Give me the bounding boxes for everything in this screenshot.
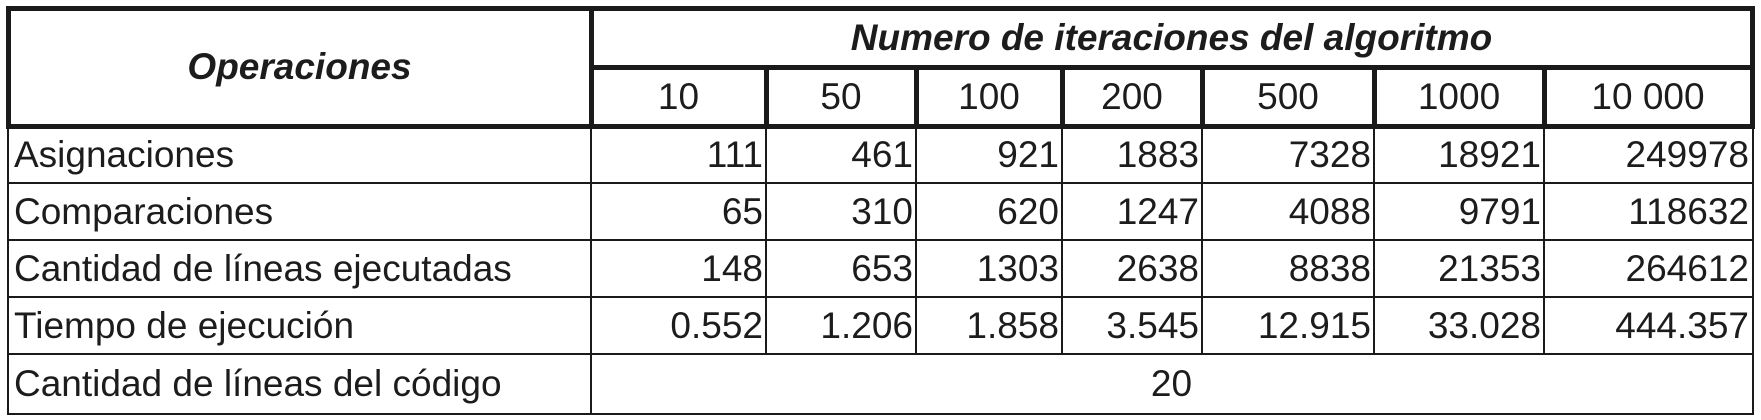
table-left-border — [7, 126, 9, 415]
header-top-border — [6, 6, 1755, 11]
header-mid-border — [589, 65, 1755, 70]
table-cell: 1.206 — [820, 304, 913, 346]
table-cell: 12.915 — [1257, 304, 1371, 346]
body-col-divider — [1201, 126, 1203, 354]
table-cell: 4088 — [1288, 190, 1371, 232]
body-col-divider — [1061, 126, 1063, 354]
table-cell: 461 — [851, 133, 913, 175]
row-border — [7, 353, 1754, 355]
row-border — [7, 296, 1754, 298]
table-right-border — [1752, 126, 1754, 415]
row-label-lineas-ejecutadas: Cantidad de líneas ejecutadas — [14, 247, 512, 289]
table-cell: 21353 — [1438, 247, 1541, 289]
table-cell: 264612 — [1625, 247, 1749, 289]
table-cell: 0.552 — [670, 304, 763, 346]
row-label-comparaciones: Comparaciones — [14, 190, 274, 232]
table-cell: 8838 — [1288, 247, 1371, 289]
header-col-divider — [914, 65, 919, 129]
iteration-col-1000: 1000 — [1417, 75, 1501, 117]
table-bottom-border — [7, 413, 1754, 415]
header-iterations-group: Numero de iteraciones del algoritmo — [850, 16, 1493, 58]
table-cell: 118632 — [1628, 190, 1749, 232]
table-cell: 620 — [997, 190, 1059, 232]
row-label-asignaciones: Asignaciones — [14, 133, 235, 175]
table-cell: 148 — [701, 247, 763, 289]
header-col-divider — [1542, 65, 1547, 129]
table-cell: 1247 — [1116, 190, 1199, 232]
header-col-divider — [1060, 65, 1065, 129]
header-right-border — [1750, 6, 1755, 129]
row-label-lineas-codigo: Cantidad de líneas del código — [14, 363, 502, 404]
table-cell: 653 — [851, 247, 913, 289]
iteration-col-10: 10 — [657, 75, 700, 117]
table-cell: 249978 — [1625, 133, 1749, 175]
iteration-col-200: 200 — [1101, 75, 1163, 117]
body-col-divider — [765, 126, 767, 354]
header-col-divider — [1200, 65, 1205, 129]
table-cell: 444.357 — [1615, 304, 1749, 346]
header-col-divider — [1372, 65, 1377, 129]
table-cell: 65 — [721, 190, 763, 232]
table-cell: 1.858 — [966, 304, 1059, 346]
table-cell: 1303 — [976, 247, 1059, 289]
header-operaciones: Operaciones — [187, 46, 412, 87]
table-cell: 33.028 — [1427, 304, 1541, 346]
table-cell: 111 — [706, 133, 763, 175]
iteration-col-50: 50 — [820, 75, 862, 117]
body-col-divider — [915, 126, 917, 354]
table-cell: 18921 — [1438, 133, 1541, 175]
label-col-border — [590, 126, 592, 415]
footer-value: 20 — [1150, 363, 1193, 404]
body-col-divider — [1543, 126, 1545, 354]
table-cell: 921 — [997, 133, 1059, 175]
table-cell: 3.545 — [1106, 304, 1199, 346]
header-bottom-border — [6, 124, 1755, 129]
iteration-col-10000: 10 000 — [1591, 75, 1705, 117]
iteration-col-500: 500 — [1257, 75, 1319, 117]
header-col-divider — [764, 65, 769, 129]
table-cell: 1883 — [1116, 133, 1199, 175]
row-border — [7, 182, 1754, 184]
iteration-col-100: 100 — [958, 75, 1020, 117]
table-cell: 9791 — [1458, 190, 1541, 232]
row-border — [7, 239, 1754, 241]
header-left-border — [6, 6, 11, 129]
header-divider — [589, 6, 594, 129]
table-cell: 2638 — [1116, 247, 1199, 289]
table-cell: 7328 — [1288, 133, 1371, 175]
row-label-tiempo-ejecucion: Tiempo de ejecución — [14, 304, 355, 346]
table-cell: 310 — [851, 190, 913, 232]
body-col-divider — [1373, 126, 1375, 354]
